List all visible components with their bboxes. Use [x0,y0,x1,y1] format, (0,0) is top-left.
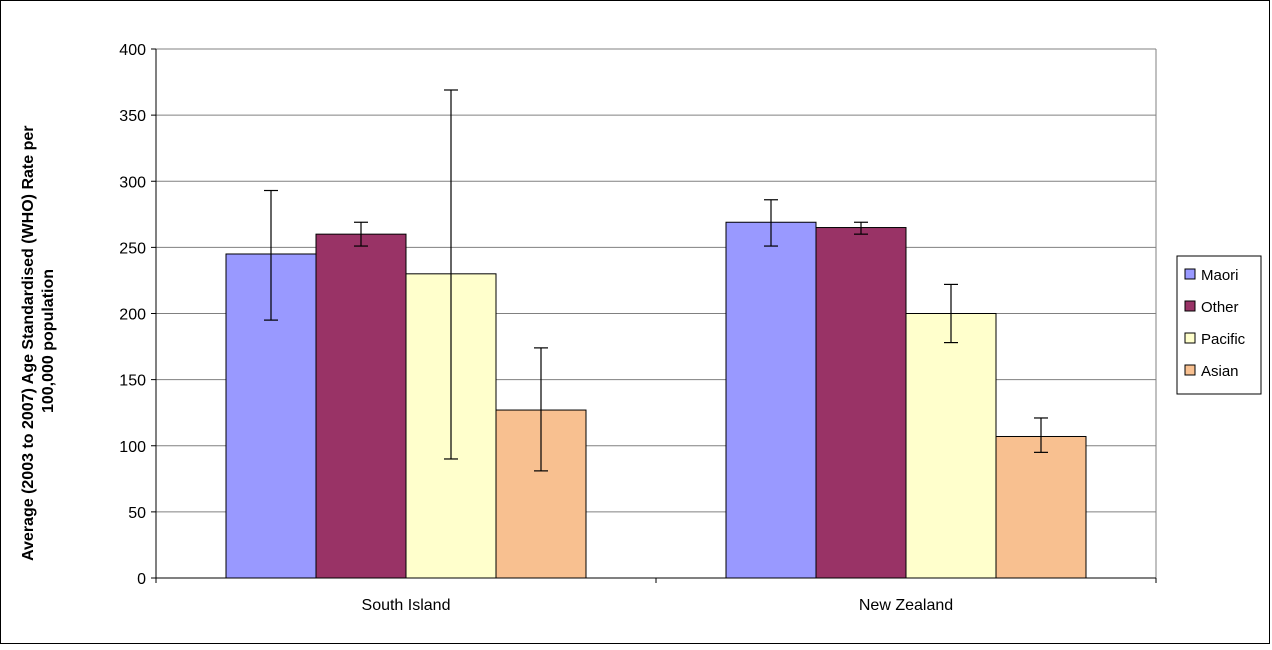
error-bar-other-new-zealand [854,221,868,235]
y-tick-label: 350 [119,108,146,125]
error-bar-pacific-new-zealand [944,283,958,344]
legend-swatch [1184,300,1196,312]
legend-label: Asian [1201,363,1239,380]
bar-maori-new-zealand [725,221,817,579]
bar-asian-new-zealand [995,435,1087,579]
y-tick-label: 50 [128,505,146,522]
x-tick-label: New Zealand [859,597,953,614]
legend-item-pacific: Pacific [1184,331,1246,348]
y-tick-label: 400 [119,42,146,59]
y-tick-labels: 0 50 100 150 200 250 300 350 400 [119,42,146,588]
legend-item-other: Other [1184,299,1239,316]
error-bar-maori-south-island [264,189,278,321]
legend-label: Other [1201,299,1239,316]
legend-swatch [1184,364,1196,376]
error-bar-asian-south-island [534,347,548,472]
error-bar-maori-new-zealand [764,199,778,247]
legend-swatch [1184,268,1196,280]
bar-pacific-new-zealand [905,313,997,579]
legend-label: Pacific [1201,331,1246,348]
bars-layer [225,221,1087,579]
x-tick-labels: South Island New Zealand [362,597,954,614]
error-bar-pacific-south-island [444,89,458,460]
error-bar-asian-new-zealand [1034,417,1048,453]
y-axis-title-line-1: Average (2003 to 2007) Age Standardised … [20,126,37,561]
y-tick-label: 200 [119,307,146,324]
y-axis-title: Average (2003 to 2007) Age Standardised … [20,121,57,561]
legend-item-asian: Asian [1184,363,1239,380]
y-tick-label: 100 [119,439,146,456]
axes [151,48,1157,583]
y-axis-title-line-2: 100,000 population [40,269,57,413]
y-tick-label: 300 [119,174,146,191]
bar-other-new-zealand [815,227,907,579]
x-tick-label: South Island [362,597,451,614]
bar-other-south-island [315,233,407,579]
error-bars-layer [264,89,1048,472]
y-tick-label: 150 [119,373,146,390]
legend: Maori Other Pacific Asian [1176,255,1262,395]
error-bar-other-south-island [354,221,368,247]
y-tick-label: 0 [137,571,146,588]
y-tick-label: 250 [119,240,146,257]
legend-swatch [1184,332,1196,344]
legend-label: Maori [1201,267,1239,284]
legend-item-maori: Maori [1184,267,1239,284]
